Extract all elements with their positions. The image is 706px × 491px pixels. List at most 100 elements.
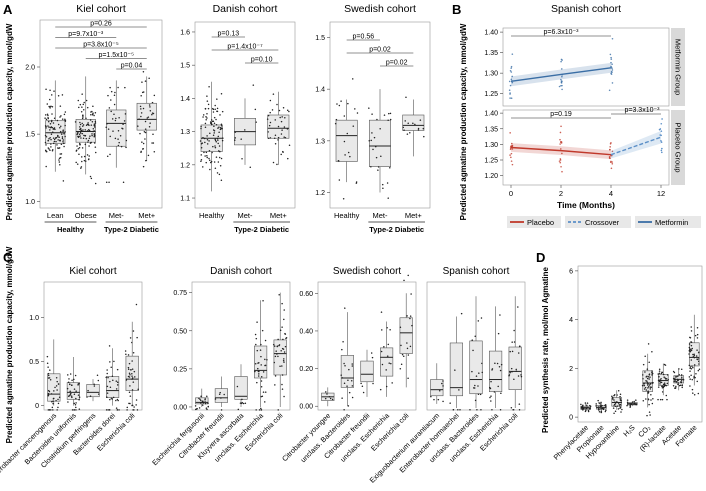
y-tick-label: 1.20 xyxy=(484,173,498,180)
data-point xyxy=(629,406,631,408)
data-point xyxy=(147,116,150,118)
data-point xyxy=(132,409,134,411)
data-point xyxy=(662,386,665,389)
data-point xyxy=(115,399,117,402)
data-point xyxy=(611,82,614,84)
y-tick-label: 1.35 xyxy=(484,50,498,57)
data-point xyxy=(371,113,373,115)
data-point xyxy=(81,160,83,163)
data-point xyxy=(79,142,81,145)
data-point xyxy=(608,89,611,92)
data-point xyxy=(255,337,258,340)
data-point xyxy=(93,142,96,144)
data-point xyxy=(128,362,131,365)
data-point xyxy=(89,175,92,178)
data-point xyxy=(80,129,83,132)
data-point xyxy=(610,58,613,60)
data-point xyxy=(125,353,127,355)
data-point xyxy=(340,374,342,376)
category-label: Obese xyxy=(75,211,97,220)
data-point xyxy=(498,365,501,368)
data-point xyxy=(55,377,58,379)
data-point xyxy=(213,132,215,134)
data-point xyxy=(149,106,151,108)
data-point xyxy=(690,374,692,376)
data-point xyxy=(472,349,474,352)
data-point xyxy=(651,374,653,376)
data-point xyxy=(452,409,455,411)
data-point xyxy=(126,406,129,409)
data-point xyxy=(218,145,221,147)
data-point xyxy=(650,393,652,396)
data-point xyxy=(89,135,91,137)
data-point xyxy=(44,141,47,144)
data-point xyxy=(131,375,133,377)
data-point xyxy=(84,135,86,137)
data-point xyxy=(283,361,285,363)
box xyxy=(380,347,394,377)
confidence-band xyxy=(611,130,661,159)
data-point xyxy=(663,363,666,366)
data-point xyxy=(698,351,700,353)
data-point xyxy=(560,142,563,144)
data-point xyxy=(59,156,62,159)
data-point xyxy=(284,332,286,335)
data-point xyxy=(276,103,278,106)
p-value-label: p=3.8x10⁻⁵ xyxy=(83,42,119,49)
y-tick-label: 0.00 xyxy=(299,404,313,411)
data-point xyxy=(108,107,111,109)
data-point xyxy=(77,131,79,134)
data-point xyxy=(216,110,218,112)
plot-frame xyxy=(191,281,291,411)
data-point xyxy=(647,398,649,400)
data-point xyxy=(206,408,208,411)
data-point xyxy=(517,375,520,377)
data-point xyxy=(489,396,491,399)
data-point xyxy=(56,380,58,383)
data-point xyxy=(267,131,269,133)
data-point xyxy=(381,363,384,366)
data-point xyxy=(263,401,266,403)
data-point xyxy=(511,142,513,145)
data-point xyxy=(411,324,413,327)
data-point xyxy=(691,378,694,381)
data-point xyxy=(71,396,73,399)
data-point xyxy=(614,410,617,412)
data-point xyxy=(194,405,197,407)
data-point xyxy=(142,107,145,110)
data-point xyxy=(407,354,410,356)
data-point xyxy=(585,407,587,410)
data-point xyxy=(282,348,285,350)
data-point xyxy=(561,84,563,87)
data-point xyxy=(643,388,646,390)
plot-frame xyxy=(329,21,431,209)
data-point xyxy=(151,112,154,114)
data-point xyxy=(133,370,136,373)
data-point xyxy=(510,156,512,159)
data-point xyxy=(115,388,118,390)
data-point xyxy=(218,156,221,159)
data-point xyxy=(106,392,109,394)
data-point xyxy=(672,370,675,373)
data-point xyxy=(47,120,50,123)
data-point xyxy=(423,135,425,138)
data-point xyxy=(81,122,83,125)
data-point xyxy=(510,67,512,69)
data-point xyxy=(207,103,210,106)
data-point xyxy=(213,161,216,163)
data-point xyxy=(272,93,275,95)
data-point xyxy=(47,139,50,142)
data-point xyxy=(641,374,644,376)
data-point xyxy=(131,404,134,407)
data-point xyxy=(324,397,327,400)
data-point xyxy=(347,379,349,381)
data-point xyxy=(131,341,133,344)
data-point xyxy=(643,383,645,385)
box xyxy=(340,355,354,388)
data-point xyxy=(116,384,119,386)
data-point xyxy=(511,341,513,343)
data-point xyxy=(646,368,649,370)
data-point xyxy=(221,110,224,113)
data-point xyxy=(110,99,112,101)
data-point xyxy=(93,134,96,137)
